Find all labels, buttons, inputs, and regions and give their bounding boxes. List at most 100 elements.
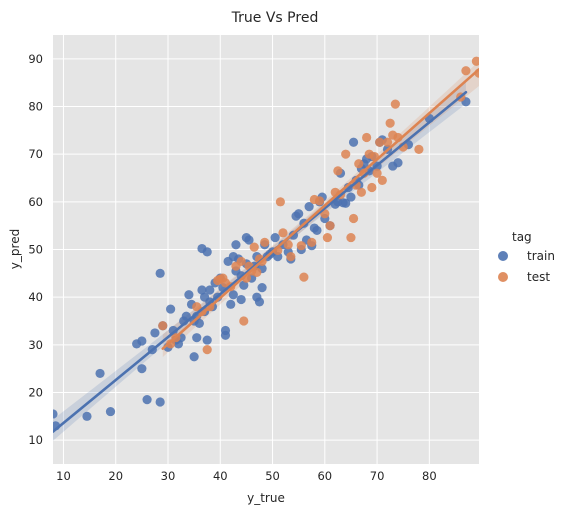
test-point (356, 187, 366, 197)
y-tick-label: 80 (28, 100, 43, 114)
train-point (168, 325, 178, 336)
train-point (184, 290, 194, 300)
train-point (304, 202, 314, 212)
test-point (414, 144, 424, 154)
train-point (137, 336, 147, 346)
y-axis-ticks: 10 20 30 40 50 60 70 80 90 (28, 52, 43, 447)
test-point (461, 66, 471, 76)
test-point (158, 321, 168, 331)
test-point (348, 213, 359, 224)
y-tick-label: 20 (28, 386, 43, 400)
test-point (249, 242, 259, 252)
legend-title: tag (512, 230, 532, 244)
train-point (189, 352, 199, 362)
test-point (283, 240, 293, 250)
y-tick-label: 70 (28, 147, 43, 161)
test-point (252, 267, 262, 277)
train-point (270, 232, 280, 243)
test-point (239, 316, 249, 326)
train-point (142, 395, 152, 405)
test-point (166, 339, 176, 349)
x-tick-label: 20 (108, 469, 123, 483)
test-point (260, 237, 270, 247)
test-point (333, 166, 343, 176)
test-point (362, 132, 372, 143)
train-point (393, 158, 403, 168)
test-point (197, 306, 207, 317)
y-tick-label: 50 (28, 243, 43, 257)
train-point (257, 283, 267, 293)
test-point (346, 232, 356, 243)
test-point (354, 159, 364, 169)
test-point (375, 137, 385, 147)
train-point (194, 318, 204, 328)
train-point (105, 406, 116, 417)
train-point (137, 364, 147, 374)
train-point (166, 304, 176, 314)
train-point (341, 198, 351, 208)
scatter-points (53, 56, 479, 431)
x-tick-label: 10 (56, 469, 71, 483)
train-point (53, 409, 58, 419)
test-point (385, 118, 395, 128)
test-point (202, 345, 212, 355)
train-point (155, 268, 165, 278)
test-point (341, 149, 351, 159)
train-point (202, 247, 212, 257)
legend-marker-test (498, 272, 508, 282)
grid-lines (53, 35, 479, 464)
legend-label-train: train (527, 249, 555, 263)
x-axis-label: y_true (247, 491, 285, 505)
chart-title: True Vs Pred (231, 10, 319, 26)
test-point (236, 256, 246, 267)
x-tick-label: 80 (422, 469, 437, 483)
test-point (367, 182, 377, 193)
train-point (155, 397, 165, 407)
train-point (150, 328, 160, 338)
train-point (205, 285, 215, 295)
test-point (325, 221, 335, 231)
train-point (294, 209, 304, 219)
train-point (348, 137, 359, 147)
train-point (254, 297, 265, 307)
train-point (192, 333, 202, 343)
y-tick-label: 30 (28, 338, 43, 352)
train-point (220, 330, 231, 340)
test-point (471, 56, 479, 66)
test-point (377, 175, 387, 185)
train-point (226, 299, 236, 309)
x-tick-label: 60 (317, 469, 332, 483)
test-point (275, 197, 285, 207)
x-tick-label: 40 (213, 469, 228, 483)
train-point (231, 240, 241, 250)
y-tick-label: 40 (28, 290, 43, 304)
train-point (95, 368, 105, 379)
test-fit-line (161, 68, 479, 350)
test-point (278, 228, 288, 238)
regression-lines (53, 68, 479, 433)
legend-label-test: test (527, 270, 550, 284)
y-tick-label: 90 (28, 52, 43, 66)
test-point (382, 137, 393, 147)
test-point (314, 196, 325, 206)
train-point (312, 225, 322, 236)
test-point (372, 168, 382, 178)
train-point (82, 411, 92, 421)
x-tick-label: 30 (161, 469, 176, 483)
train-point (228, 290, 238, 300)
test-point (322, 232, 333, 243)
train-point (244, 235, 254, 245)
test-point (286, 252, 296, 262)
train-point (239, 280, 249, 290)
test-point (390, 99, 400, 109)
x-axis-ticks: 10 20 30 40 50 60 70 80 (56, 469, 437, 483)
legend: tag train test (498, 230, 555, 284)
test-point (299, 272, 309, 282)
y-axis-label: y_pred (8, 229, 22, 269)
train-point (197, 285, 207, 295)
legend-marker-train (498, 251, 508, 261)
x-tick-label: 70 (370, 469, 385, 483)
x-tick-label: 50 (265, 469, 280, 483)
train-point (202, 335, 212, 345)
